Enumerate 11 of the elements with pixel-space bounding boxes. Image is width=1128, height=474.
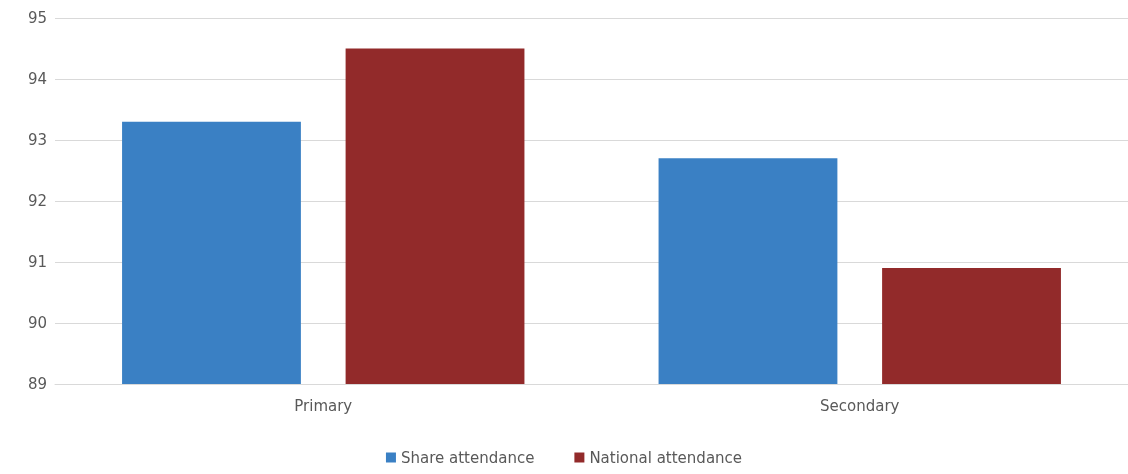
x-tick-label: Primary xyxy=(294,396,353,415)
y-tick-label: 91 xyxy=(27,253,47,271)
legend-label: National attendance xyxy=(589,448,743,467)
y-tick-label: 93 xyxy=(27,131,47,149)
y-tick-label: 95 xyxy=(27,9,47,27)
y-tick-label: 90 xyxy=(27,314,47,332)
y-tick-label: 89 xyxy=(27,375,47,393)
y-tick-label: 94 xyxy=(27,70,47,88)
y-tick-label: 92 xyxy=(27,192,47,210)
x-tick-label: Secondary xyxy=(820,396,900,415)
legend-label: Share attendance xyxy=(400,448,535,467)
